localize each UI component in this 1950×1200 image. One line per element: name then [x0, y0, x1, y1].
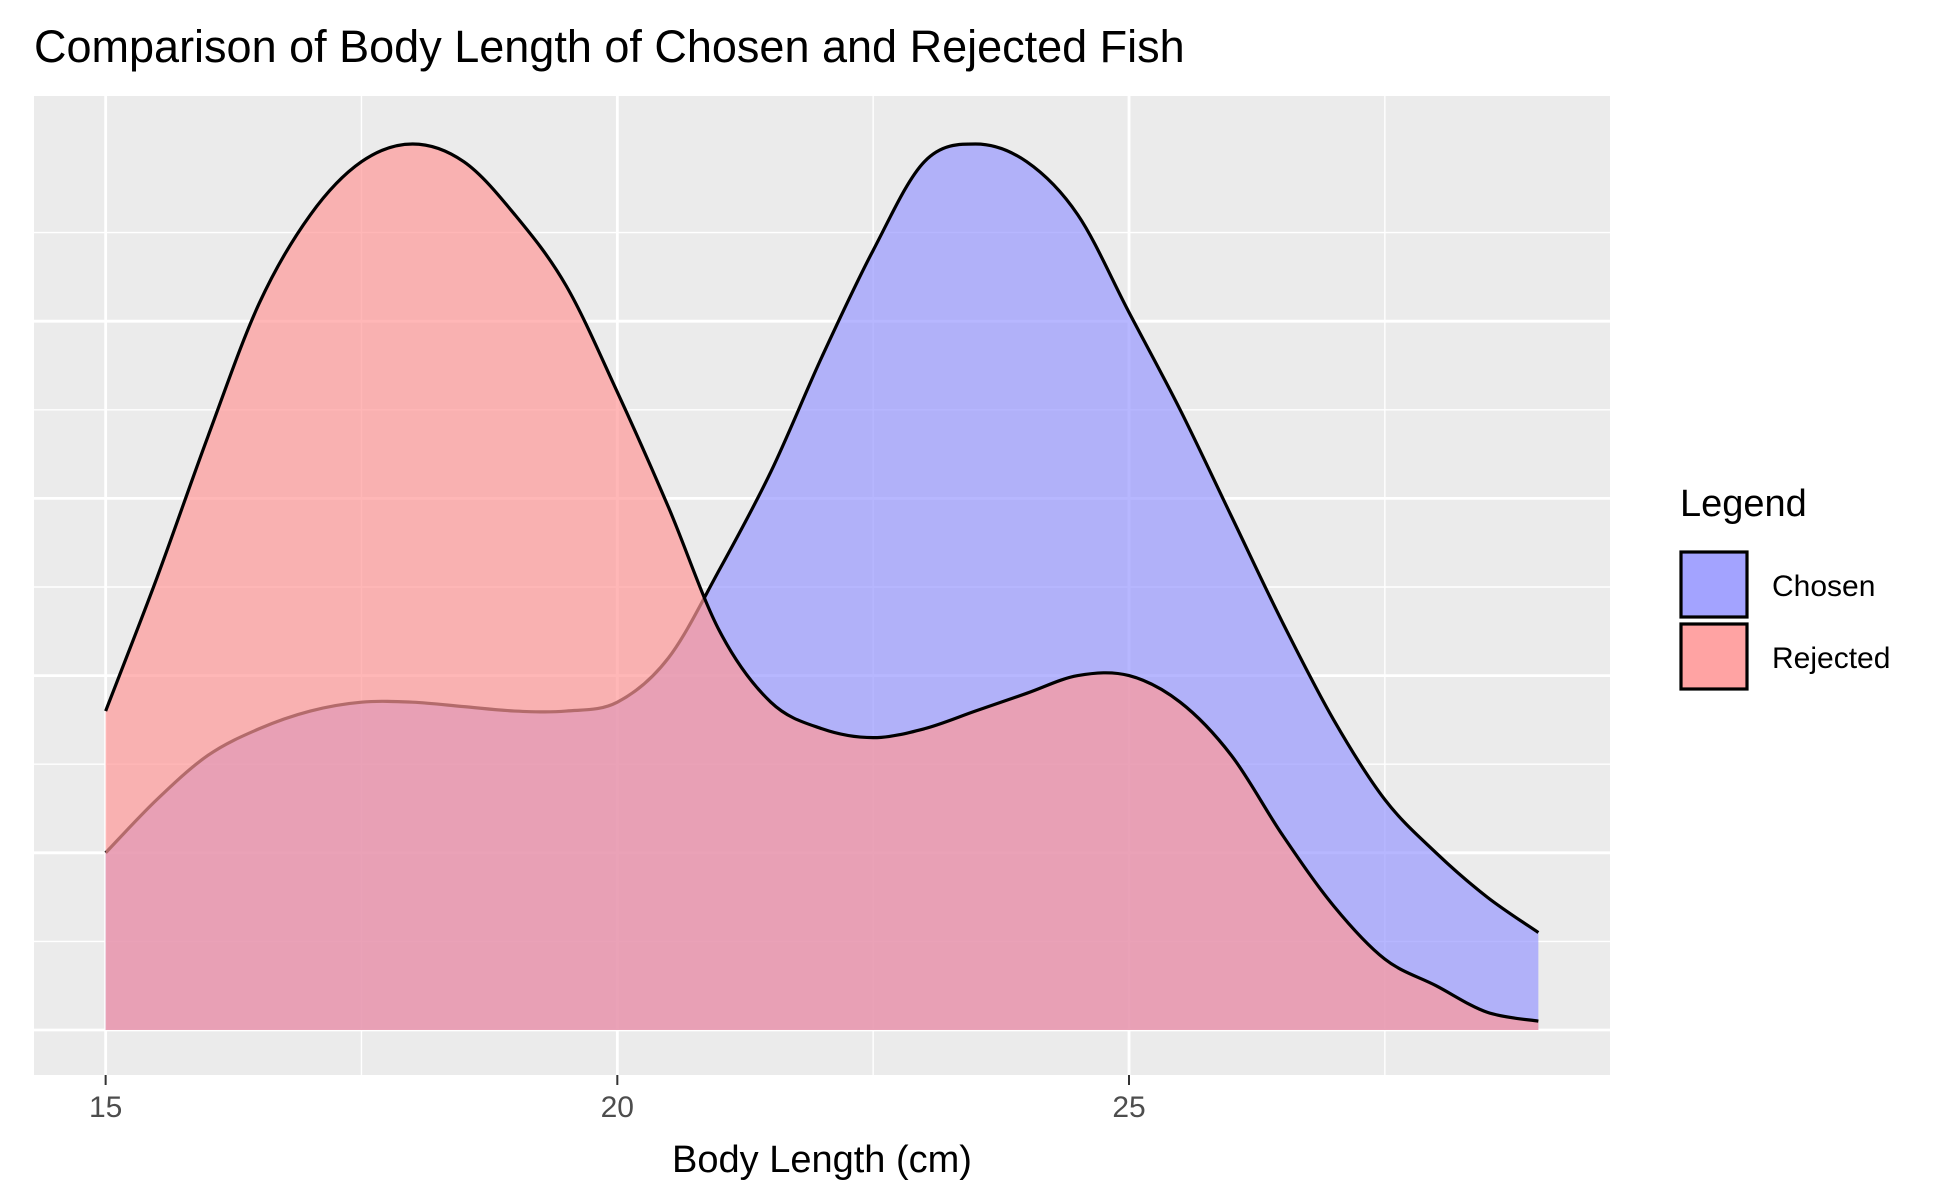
- legend: Legend Chosen Rejected: [1679, 483, 1890, 691]
- x-tick-label: 20: [601, 1091, 634, 1124]
- legend-label-chosen: Chosen: [1772, 570, 1875, 603]
- legend-swatch-chosen: [1679, 550, 1749, 619]
- legend-swatch-rejected: [1679, 622, 1749, 691]
- x-tick-label: 25: [1112, 1091, 1145, 1124]
- density-areas: [104, 142, 1540, 1030]
- legend-title: Legend: [1680, 483, 1807, 525]
- x-axis-title: Body Length (cm): [672, 1139, 972, 1181]
- x-axis-ticks: 15 20 25: [89, 1075, 1146, 1124]
- chart-title: Comparison of Body Length of Chosen and …: [34, 21, 1185, 72]
- x-tick-label: 15: [89, 1091, 122, 1124]
- legend-label-rejected: Rejected: [1772, 642, 1890, 675]
- density-line-rejected: [104, 142, 1539, 1023]
- legend-items: Chosen Rejected: [1679, 550, 1890, 691]
- area-rejected: [105, 144, 1539, 1030]
